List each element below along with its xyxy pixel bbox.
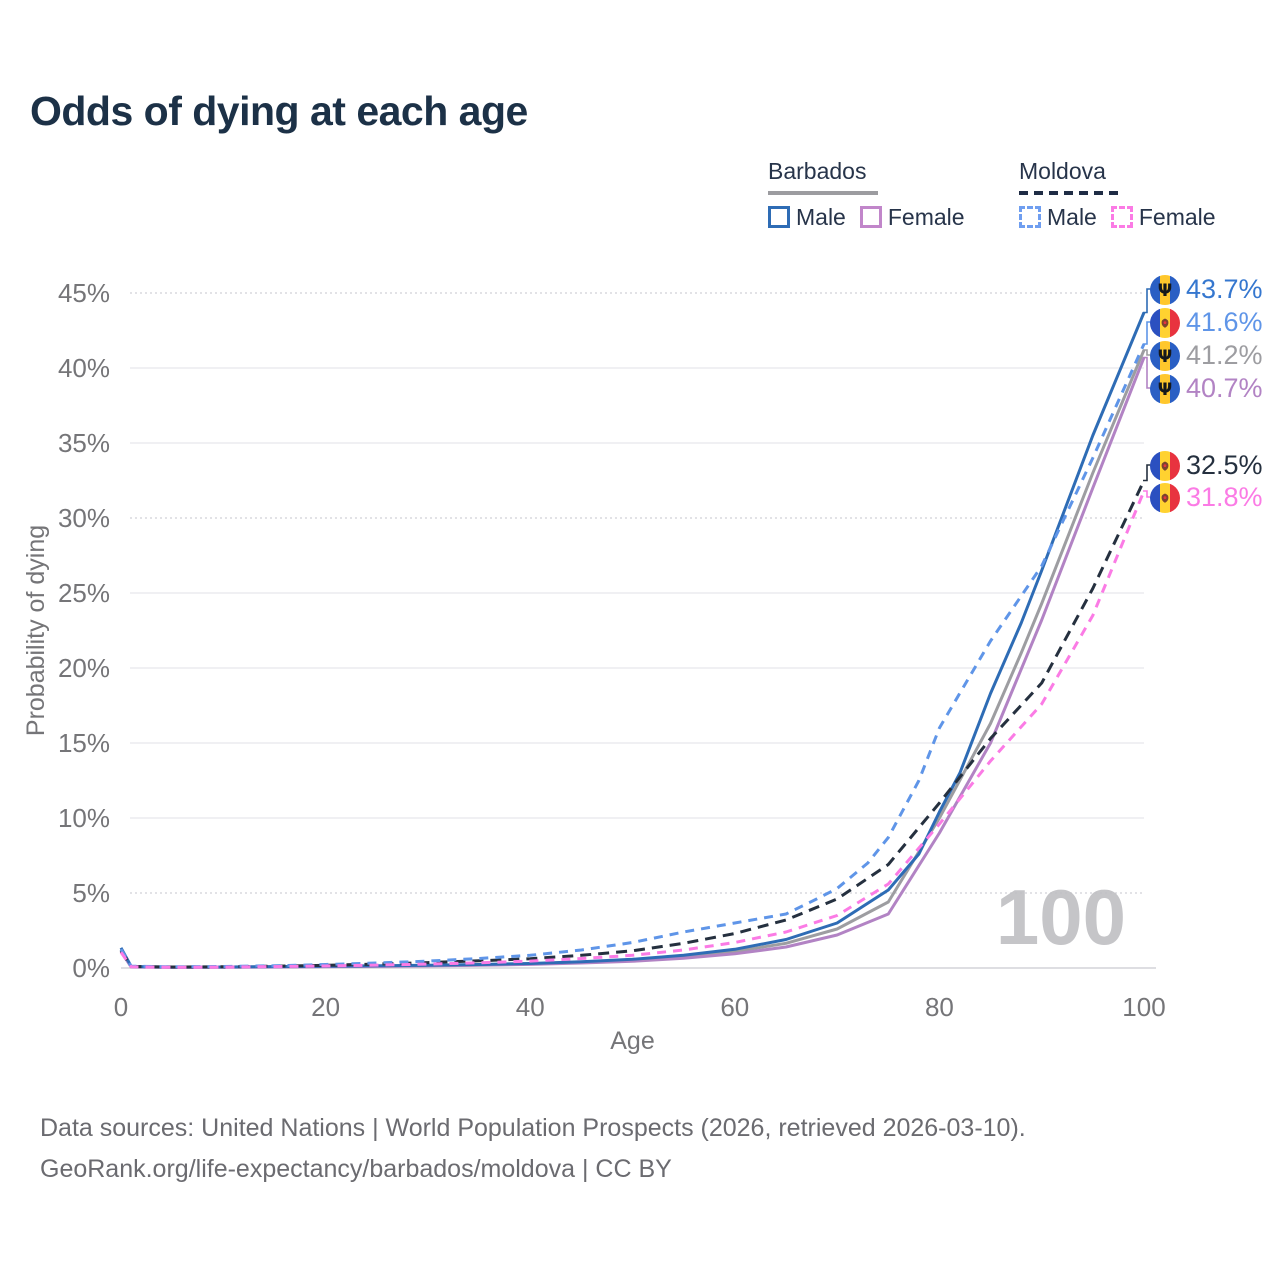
- legend-item-label: Female: [887, 203, 965, 230]
- footer-attribution: GeoRank.org/life-expectancy/barbados/mol…: [40, 1155, 672, 1183]
- legend-item-moldova-female[interactable]: Female: [1110, 203, 1216, 231]
- end-label-value: 31.8%: [1186, 482, 1263, 512]
- moldova-flag-icon: [1150, 450, 1180, 481]
- end-label-value: 40.7%: [1186, 373, 1263, 403]
- y-tick-label: 35%: [58, 428, 110, 458]
- legend-item-barbados-female[interactable]: Female: [859, 203, 965, 231]
- label-connector-moldova-male: [1143, 321, 1152, 345]
- y-tick-label: 30%: [58, 503, 110, 533]
- end-label-value: 41.6%: [1186, 307, 1263, 337]
- legend-item-label: Male: [796, 203, 846, 230]
- y-tick-label: 25%: [58, 578, 110, 608]
- end-label-value: 32.5%: [1186, 450, 1263, 480]
- x-tick-label: 80: [925, 992, 954, 1022]
- end-label-moldova-all: 32.5%: [1150, 450, 1263, 481]
- legend-item-moldova-male[interactable]: Male: [1019, 204, 1097, 231]
- age-counter-watermark: 100: [996, 873, 1126, 961]
- y-tick-label: 0%: [72, 953, 110, 983]
- line-moldova-male: [119, 343, 1146, 969]
- legend-country-label: Moldova: [1019, 158, 1106, 184]
- legend-group-barbados: Barbados Male Female: [768, 158, 979, 231]
- legend-item-label: Male: [1047, 203, 1097, 230]
- moldova-flag-icon: [1150, 307, 1180, 338]
- legend-country-barbados[interactable]: Barbados: [768, 158, 979, 195]
- y-tick-label: 45%: [58, 278, 110, 308]
- end-label-value: 43.7%: [1186, 274, 1263, 304]
- y-tick-label: 40%: [58, 353, 110, 383]
- footer: Data sources: United Nations | World Pop…: [40, 1108, 1026, 1190]
- legend-item-label: Female: [1138, 203, 1216, 230]
- end-label-moldova-male: 41.6%: [1150, 307, 1263, 338]
- x-axis-title: Age: [610, 1027, 654, 1055]
- moldova-flag-icon: [1150, 482, 1180, 513]
- page-title: Odds of dying at each age: [30, 88, 528, 134]
- end-label-barbados-female: Ψ 40.7%: [1150, 373, 1263, 404]
- end-label-value: 41.2%: [1186, 340, 1263, 370]
- label-connector-barbados-female: [1143, 356, 1152, 389]
- svg-text:Ψ: Ψ: [1158, 380, 1172, 400]
- legend-item-barbados-male[interactable]: Male: [768, 204, 846, 231]
- y-tick-label: 15%: [58, 728, 110, 758]
- x-tick-label: 20: [311, 992, 340, 1022]
- end-label-moldova-female: 31.8%: [1150, 482, 1263, 513]
- barbados-flag-icon: Ψ: [1150, 373, 1180, 404]
- x-tick-label: 60: [720, 992, 749, 1022]
- svg-text:Ψ: Ψ: [1158, 347, 1172, 367]
- footer-data-sources: Data sources: United Nations | World Pop…: [40, 1114, 1026, 1142]
- legend-swatch-barbados-female: [859, 206, 882, 229]
- barbados-flag-icon: Ψ: [1150, 340, 1180, 371]
- x-tick-label: 40: [516, 992, 545, 1022]
- end-label-barbados-male: Ψ 43.7%: [1150, 274, 1263, 305]
- y-axis-title: Probability of dying: [22, 525, 50, 736]
- line-barbados-female: [119, 356, 1146, 969]
- line-moldova-female: [119, 490, 1146, 969]
- legend: Barbados Male Female Moldova Male Female: [0, 158, 1280, 238]
- barbados-flag-icon: Ψ: [1150, 274, 1180, 305]
- y-tick-label: 5%: [72, 878, 110, 908]
- svg-text:Ψ: Ψ: [1158, 281, 1172, 301]
- y-tick-label: 10%: [58, 803, 110, 833]
- label-connector-barbados-all: [1143, 349, 1152, 356]
- x-tick-label: 100: [1122, 992, 1165, 1022]
- label-connector-moldova-female: [1143, 490, 1152, 498]
- legend-group-moldova: Moldova Male Female: [1019, 158, 1230, 231]
- label-connector-moldova-all: [1143, 464, 1152, 482]
- end-label-barbados-all: Ψ 41.2%: [1150, 340, 1263, 371]
- legend-swatch-barbados-male: [768, 206, 790, 229]
- x-tick-label: 0: [114, 992, 128, 1022]
- y-tick-label: 20%: [58, 653, 110, 683]
- legend-country-moldova[interactable]: Moldova: [1019, 158, 1230, 195]
- legend-country-label: Barbados: [768, 158, 867, 184]
- legend-moldova-line-swatch: [1019, 190, 1121, 195]
- label-connector-barbados-male: [1143, 288, 1152, 314]
- legend-swatch-moldova-female: [1110, 206, 1133, 229]
- legend-barbados-line-swatch: [768, 190, 878, 195]
- legend-swatch-moldova-male: [1019, 206, 1041, 229]
